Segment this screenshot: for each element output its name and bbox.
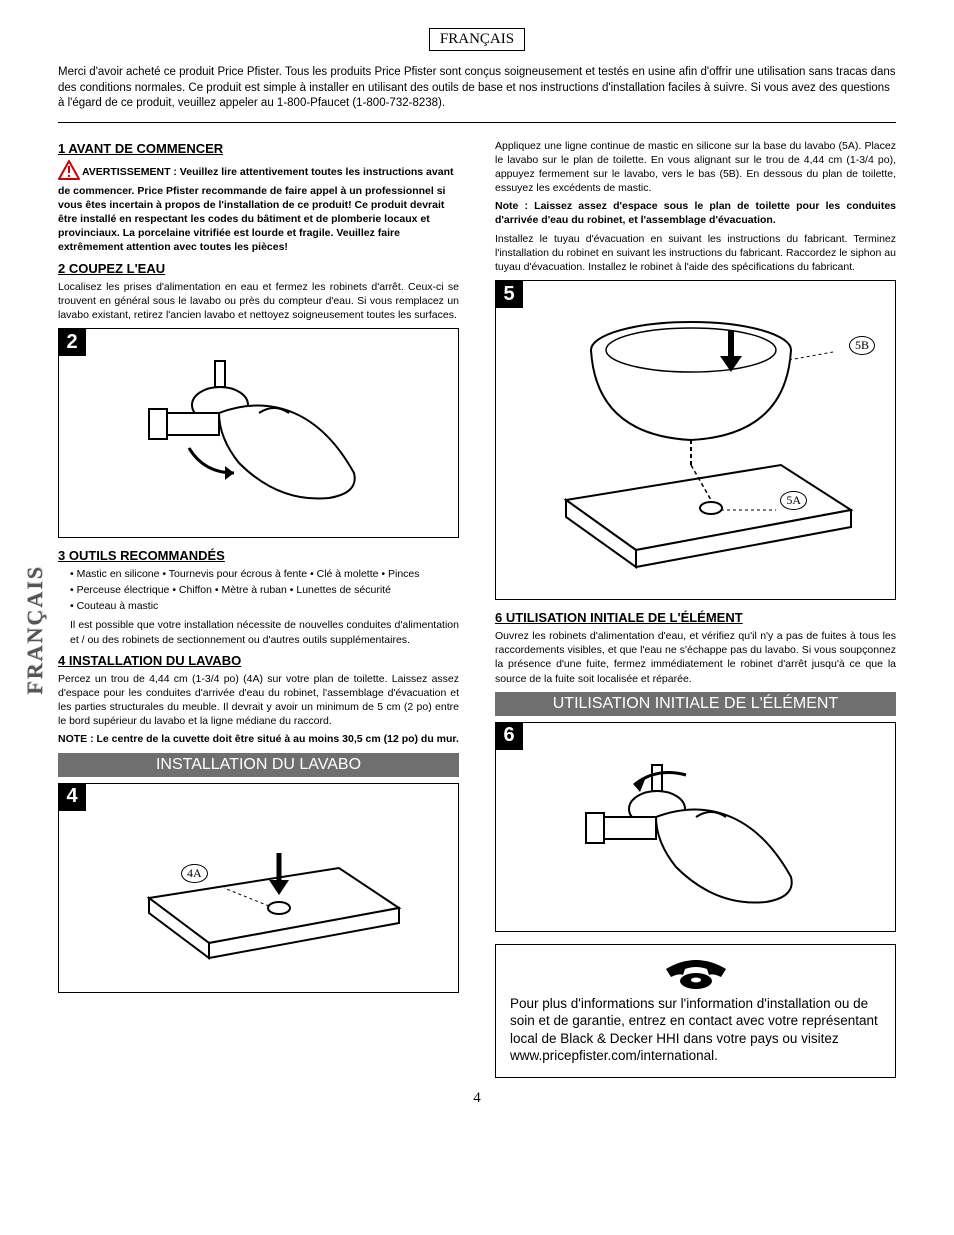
figure-4-illustration bbox=[59, 784, 458, 992]
figure-5: 5 bbox=[495, 280, 896, 600]
section-5-body1: Appliquez une ligne continue de mastic e… bbox=[495, 139, 896, 196]
figure-4-number: 4 bbox=[58, 783, 86, 811]
section-6-heading: 6 UTILISATION INITIALE DE L'ÉLÉMENT bbox=[495, 610, 896, 625]
figure-5-number: 5 bbox=[495, 280, 523, 308]
phone-icon bbox=[661, 955, 731, 989]
language-box: FRANÇAIS bbox=[429, 28, 525, 51]
initial-use-banner: UTILISATION INITIALE DE L'ÉLÉMENT bbox=[495, 692, 896, 716]
figure-6: 6 bbox=[495, 722, 896, 932]
callout-5a: 5A bbox=[780, 491, 807, 510]
right-column: Appliquez une ligne continue de mastic e… bbox=[495, 135, 896, 1078]
tools-line-2: • Perceuse électrique • Chiffon • Mètre … bbox=[70, 583, 459, 599]
figure-4: 4 4A bbox=[58, 783, 459, 993]
contact-info-box: Pour plus d'informations sur l'informati… bbox=[495, 944, 896, 1078]
section-3-heading: 3 OUTILS RECOMMANDÉS bbox=[58, 548, 459, 563]
figure-2-illustration bbox=[59, 329, 458, 537]
section-4-heading: 4 INSTALLATION DU LAVABO bbox=[58, 653, 459, 668]
installation-banner: INSTALLATION DU LAVABO bbox=[58, 753, 459, 777]
section-2-body: Localisez les prises d'alimentation en e… bbox=[58, 280, 459, 323]
tools-list: • Mastic en silicone • Tournevis pour éc… bbox=[58, 567, 459, 614]
contact-info-text: Pour plus d'informations sur l'informati… bbox=[510, 995, 881, 1065]
section-4-body: Percez un trou de 4,44 cm (1-3/4 po) (4A… bbox=[58, 672, 459, 729]
intro-paragraph: Merci d'avoir acheté ce produit Price Pf… bbox=[58, 65, 896, 112]
horizontal-rule bbox=[58, 122, 896, 123]
figure-5-illustration bbox=[496, 281, 895, 599]
two-column-layout: 1 AVANT DE COMMENCER AVERTISSEMENT : Veu… bbox=[58, 135, 896, 1078]
figure-2: 2 bbox=[58, 328, 459, 538]
section-4-note: NOTE : Le centre de la cuvette doit être… bbox=[58, 732, 459, 746]
figure-6-number: 6 bbox=[495, 722, 523, 750]
tools-line-1: • Mastic en silicone • Tournevis pour éc… bbox=[70, 567, 459, 583]
page-number: 4 bbox=[58, 1090, 896, 1107]
page-content: FRANÇAIS Merci d'avoir acheté ce produit… bbox=[0, 0, 954, 1127]
callout-5b: 5B bbox=[849, 336, 875, 355]
tools-line-3: • Couteau à mastic bbox=[70, 599, 459, 615]
section-5-body2: Installez le tuyau d'évacuation en suiva… bbox=[495, 232, 896, 275]
section-3-note: Il est possible que votre installation n… bbox=[58, 618, 459, 646]
warning-block: AVERTISSEMENT : Veuillez lire attentivem… bbox=[58, 160, 459, 255]
section-1-heading: 1 AVANT DE COMMENCER bbox=[58, 141, 459, 156]
warning-text: AVERTISSEMENT : Veuillez lire attentivem… bbox=[58, 165, 453, 253]
warning-icon bbox=[58, 160, 80, 184]
section-6-body: Ouvrez les robinets d'alimentation d'eau… bbox=[495, 629, 896, 686]
callout-4a: 4A bbox=[181, 864, 208, 883]
section-2-heading: 2 COUPEZ L'EAU bbox=[58, 261, 459, 276]
section-5-note: Note : Laissez assez d'espace sous le pl… bbox=[495, 199, 896, 227]
language-header: FRANÇAIS bbox=[58, 28, 896, 51]
figure-6-illustration bbox=[496, 723, 895, 931]
left-column: 1 AVANT DE COMMENCER AVERTISSEMENT : Veu… bbox=[58, 135, 459, 1078]
figure-2-number: 2 bbox=[58, 328, 86, 356]
